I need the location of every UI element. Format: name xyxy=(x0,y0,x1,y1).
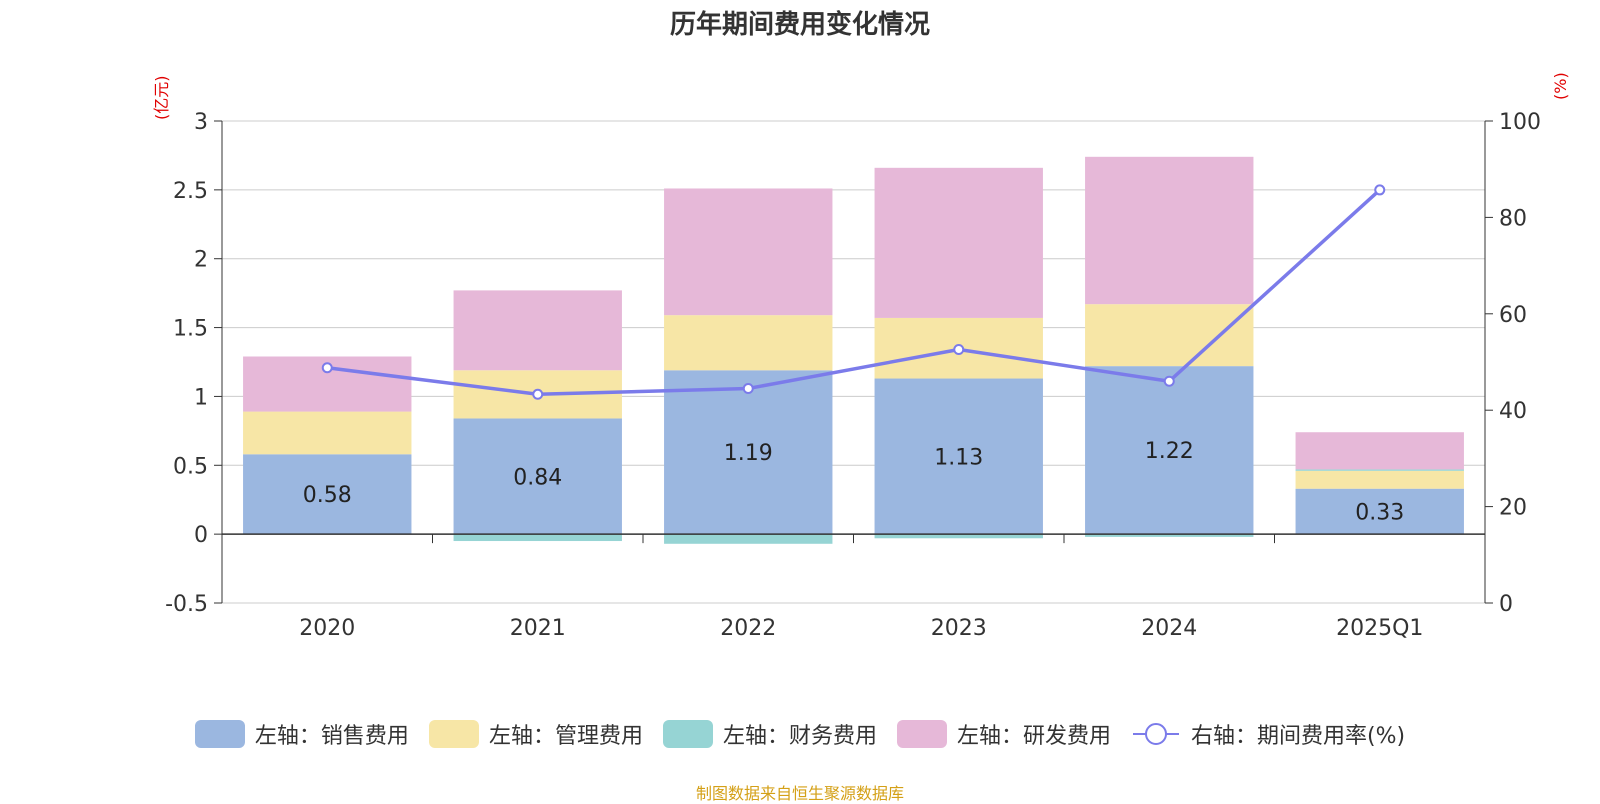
x-tick-label: 2022 xyxy=(720,616,776,641)
data-label: 0.33 xyxy=(1355,500,1404,525)
legend-swatch-icon xyxy=(662,720,713,748)
legend-item[interactable]: 左轴：财务费用 xyxy=(662,718,877,750)
left-tick-label: 1.5 xyxy=(173,317,208,342)
bar-segment xyxy=(1085,534,1254,537)
legend-item[interactable]: 左轴：管理费用 xyxy=(428,718,643,750)
x-tick-label: 2023 xyxy=(931,616,987,641)
bar-segment xyxy=(453,534,622,542)
rate-point xyxy=(953,343,965,355)
x-tick-label: 2024 xyxy=(1141,616,1197,641)
bar-segment xyxy=(874,167,1043,318)
bar-segment xyxy=(1085,304,1254,367)
bar-segment xyxy=(1085,366,1254,535)
data-label: 1.13 xyxy=(934,445,983,470)
bar-segment xyxy=(243,411,412,455)
right-tick-label: 40 xyxy=(1499,399,1527,424)
x-tick-label: 2025Q1 xyxy=(1336,616,1423,641)
legend-swatch-icon xyxy=(896,720,947,748)
right-tick-label: 20 xyxy=(1499,496,1527,521)
bar-segment xyxy=(1295,469,1464,471)
right-tick-label: 100 xyxy=(1499,110,1541,135)
data-label: 0.84 xyxy=(513,465,562,490)
legend-label: 左轴：销售费用 xyxy=(254,724,409,749)
left-tick-label: 2 xyxy=(194,248,208,273)
bar-segment xyxy=(243,454,412,535)
bar-segment xyxy=(1295,432,1464,470)
left-tick-label: 1 xyxy=(194,385,208,410)
bar-segment xyxy=(453,290,622,371)
legend-swatch-icon xyxy=(428,720,479,748)
legend-label: 左轴：研发费用 xyxy=(956,724,1111,749)
rate-line xyxy=(327,188,1381,397)
bar-segment xyxy=(664,188,833,316)
legend-item[interactable]: 左轴：销售费用 xyxy=(194,718,409,750)
data-label: 1.22 xyxy=(1145,439,1194,464)
left-tick-label: -0.5 xyxy=(165,592,208,617)
bar-segment xyxy=(664,370,833,535)
bar-segment xyxy=(1085,156,1254,305)
bar-segment xyxy=(874,378,1043,535)
legend-line-icon xyxy=(1132,723,1179,745)
legend-item[interactable]: 右轴：期间费用率(%) xyxy=(1131,718,1405,750)
source-note: 制图数据来自恒生聚源数据库 xyxy=(695,784,904,803)
bar-segment xyxy=(874,534,1043,539)
legend: 左轴：销售费用 左轴：管理费用 左轴：财务费用 左轴：研发费用 右轴：期间费用率(%) xyxy=(0,718,1600,750)
legend-swatch-icon xyxy=(194,720,245,748)
bar-segment xyxy=(664,315,833,371)
legend-label: 左轴：管理费用 xyxy=(488,724,643,749)
bar-segment xyxy=(1295,470,1464,489)
x-tick-label: 2020 xyxy=(299,616,355,641)
x-tick-label: 2021 xyxy=(510,616,566,641)
chart-area: -0.5 0 0.5 1 1.5 2 2.5 3 0 20 40 60 80 100 2020 2021 202… xyxy=(165,110,1541,641)
left-tick-label: 0 xyxy=(194,523,208,548)
data-label: 1.19 xyxy=(724,441,773,466)
rate-point xyxy=(1374,184,1386,196)
chart-title: 历年期间费用变化情况 xyxy=(669,10,930,40)
right-tick-label: 0 xyxy=(1499,592,1513,617)
right-tick-label: 60 xyxy=(1499,303,1527,328)
legend-item[interactable]: 左轴：研发费用 xyxy=(896,718,1111,750)
bar-segment xyxy=(453,418,622,535)
left-tick-label: 0.5 xyxy=(173,454,208,479)
left-tick-label: 2.5 xyxy=(173,179,208,204)
rate-point xyxy=(742,383,754,395)
rate-point xyxy=(321,362,333,374)
right-tick-label: 80 xyxy=(1499,206,1527,231)
bar-segment xyxy=(664,534,833,544)
legend-label: 右轴：期间费用率(%) xyxy=(1190,724,1406,749)
legend-label: 左轴：财务费用 xyxy=(722,724,877,749)
left-tick-label: 3 xyxy=(194,110,208,135)
rate-point xyxy=(1163,375,1175,387)
bar-segment xyxy=(1295,488,1464,535)
rate-point xyxy=(532,388,544,400)
data-label: 0.58 xyxy=(303,483,352,508)
